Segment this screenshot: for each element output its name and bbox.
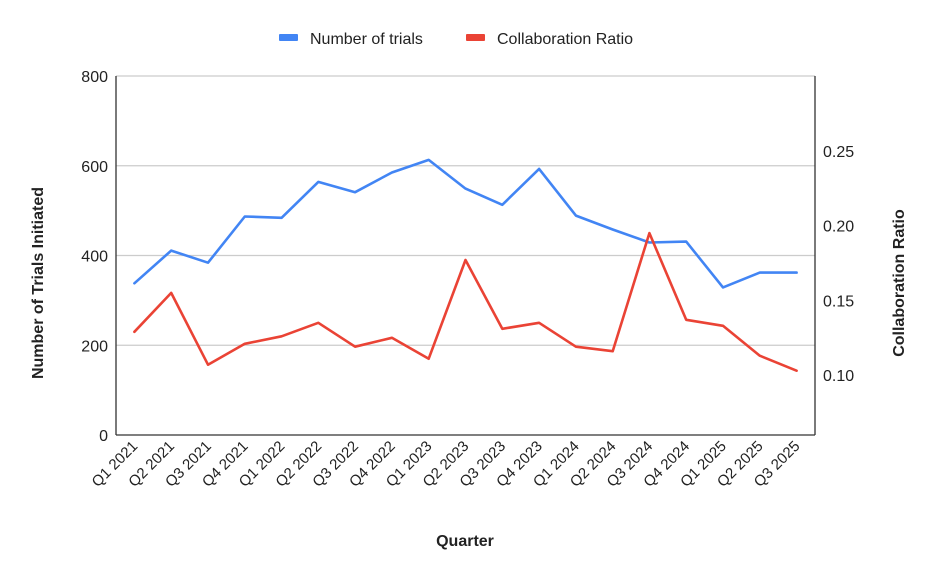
y-left-tick-label: 800 <box>81 69 108 86</box>
gridlines <box>116 75 815 346</box>
series-lines <box>133 158 798 373</box>
number-of-trials-line <box>133 158 798 289</box>
collaboration-ratio-line <box>133 231 798 373</box>
y-left-tick-label: 0 <box>99 428 108 445</box>
legend-item-ratio[interactable]: Collaboration Ratio <box>466 31 633 48</box>
legend-item-trials[interactable]: Number of trials <box>279 31 423 48</box>
y-left-tick-label: 600 <box>81 159 108 176</box>
y-left-tick-label: 200 <box>81 338 108 355</box>
x-axis-title: Quarter <box>436 533 494 550</box>
y-left-axis-title: Number of Trials Initiated <box>30 187 47 379</box>
y-right-tick-label: 0.25 <box>823 144 854 161</box>
y-right-tick-labels: 0.10 0.15 0.20 0.25 <box>823 144 854 385</box>
legend: Number of trials Collaboration Ratio <box>279 31 633 48</box>
y-left-tick-labels: 0 200 400 600 800 <box>81 69 108 445</box>
y-right-tick-label: 0.15 <box>823 293 854 310</box>
y-right-axis-title: Collaboration Ratio <box>891 209 908 357</box>
y-right-tick-label: 0.10 <box>823 368 854 385</box>
legend-label-ratio: Collaboration Ratio <box>497 31 633 48</box>
legend-label-trials: Number of trials <box>310 31 423 48</box>
y-left-tick-label: 400 <box>81 249 108 266</box>
y-right-tick-label: 0.20 <box>823 219 854 236</box>
legend-swatch-red-icon <box>466 34 485 41</box>
legend-swatch-blue-icon <box>279 34 298 41</box>
